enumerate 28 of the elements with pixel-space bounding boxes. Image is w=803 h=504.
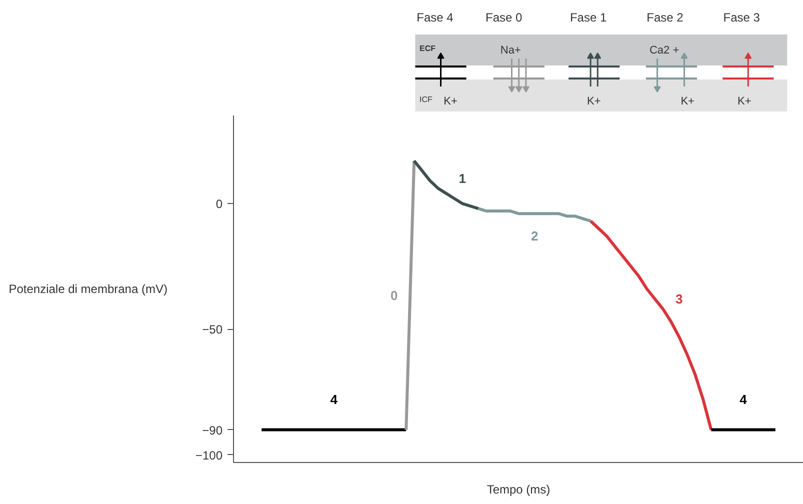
text: K+ <box>737 96 752 108</box>
text: K+ <box>680 96 694 108</box>
text: Fase 1 <box>570 10 607 24</box>
series-label: 3 <box>675 292 683 307</box>
line-series <box>412 159 480 210</box>
y-tick-label: −90 <box>202 423 223 438</box>
line-series <box>476 207 592 223</box>
text: K+ <box>587 96 601 108</box>
series-label: 4 <box>330 392 338 408</box>
text: ECF <box>419 44 436 53</box>
text: Fase 3 <box>723 10 760 24</box>
series-label: 2 <box>530 228 538 244</box>
text: Fase 4 <box>416 10 454 24</box>
text: Ca2 + <box>649 44 680 56</box>
y-tick-label: 0 <box>216 197 223 212</box>
y-tick-label: −50 <box>202 322 223 337</box>
series-label: 4 <box>740 392 748 408</box>
text: Fase 0 <box>485 10 523 24</box>
y-axis-title: Potenziale di membrana (mV) <box>8 282 168 296</box>
text: K+ <box>444 96 458 108</box>
text: Na+ <box>500 44 521 56</box>
series-label: 1 <box>458 170 466 186</box>
line-series <box>589 220 713 432</box>
y-tick-label: −100 <box>195 448 223 462</box>
x-axis-title: Tempo (ms) <box>486 482 550 496</box>
series-label: 0 <box>390 288 398 303</box>
text: ICF <box>419 95 432 104</box>
text: Fase 2 <box>646 10 684 24</box>
